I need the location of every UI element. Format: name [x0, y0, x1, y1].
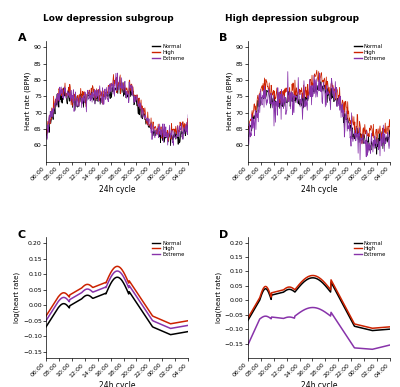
Text: High depression subgroup: High depression subgroup	[225, 14, 359, 22]
X-axis label: 24h cycle: 24h cycle	[301, 185, 337, 194]
Legend: Normal, High, Extreme: Normal, High, Extreme	[151, 240, 186, 258]
Text: Low depression subgroup: Low depression subgroup	[43, 14, 173, 22]
X-axis label: 24h cycle: 24h cycle	[99, 381, 135, 387]
Legend: Normal, High, Extreme: Normal, High, Extreme	[151, 43, 186, 62]
Y-axis label: log(heart rate): log(heart rate)	[14, 272, 20, 323]
Legend: Normal, High, Extreme: Normal, High, Extreme	[353, 43, 387, 62]
X-axis label: 24h cycle: 24h cycle	[99, 185, 135, 194]
Y-axis label: Heart rate (BPM): Heart rate (BPM)	[226, 72, 233, 130]
Legend: Normal, High, Extreme: Normal, High, Extreme	[353, 240, 387, 258]
Y-axis label: log(heart rate): log(heart rate)	[216, 272, 222, 323]
Text: C: C	[18, 229, 26, 240]
Y-axis label: Heart rate (BPM): Heart rate (BPM)	[25, 72, 31, 130]
X-axis label: 24h cycle: 24h cycle	[301, 381, 337, 387]
Text: A: A	[18, 33, 26, 43]
Text: B: B	[220, 33, 228, 43]
Text: D: D	[220, 229, 229, 240]
